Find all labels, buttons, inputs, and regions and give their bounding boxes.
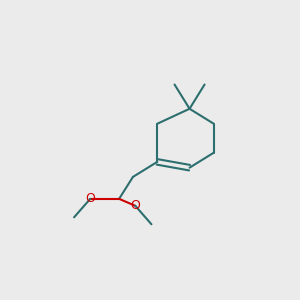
Text: O: O (130, 199, 140, 212)
Text: O: O (85, 192, 95, 206)
